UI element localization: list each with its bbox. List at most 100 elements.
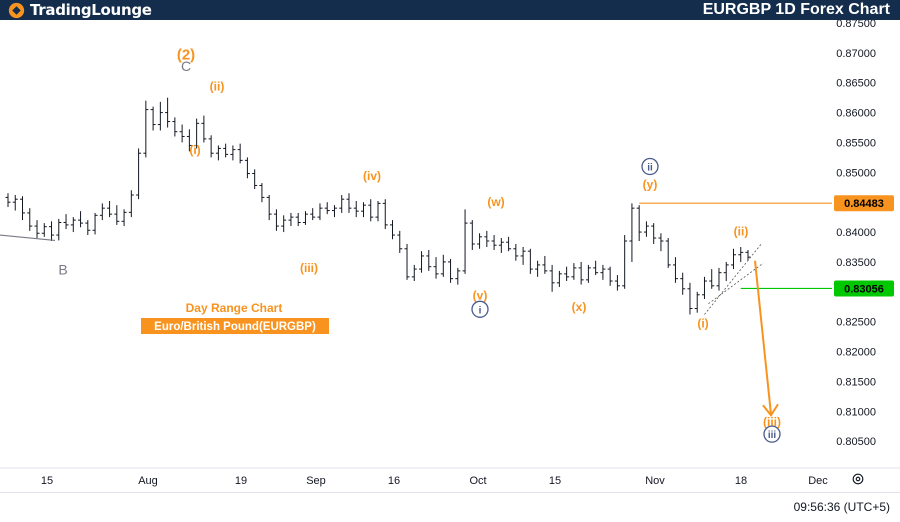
candle <box>730 248 736 270</box>
candle <box>404 244 410 280</box>
candle <box>99 203 105 221</box>
price-label-box <box>834 280 894 297</box>
candle <box>128 190 134 218</box>
candle <box>636 205 642 242</box>
candle <box>165 97 171 128</box>
candle <box>56 218 62 241</box>
candle <box>121 209 127 227</box>
candle <box>63 214 69 230</box>
candle <box>716 267 722 291</box>
wave-ii-channel <box>704 243 764 315</box>
candle <box>382 199 388 230</box>
candle <box>651 223 657 244</box>
candle <box>368 199 374 222</box>
price-axis-background <box>832 20 900 468</box>
wave-label: (x) <box>572 300 587 314</box>
candle <box>607 266 613 286</box>
candle <box>252 169 258 190</box>
candle <box>317 203 323 221</box>
candle <box>157 101 163 131</box>
wave-label: B <box>58 261 67 277</box>
settings-gear-icon[interactable] <box>851 472 865 486</box>
candle <box>20 196 26 221</box>
candle <box>411 264 417 282</box>
wave-label-circled: iii <box>763 425 781 443</box>
candle <box>201 115 207 143</box>
candle <box>629 203 635 262</box>
price-label-text: 0.83056 <box>844 283 884 295</box>
info-box <box>141 318 329 334</box>
x-tick-label: Dec <box>808 475 828 487</box>
candle <box>172 117 178 137</box>
candle <box>194 118 200 149</box>
channel-lower-line <box>708 262 764 305</box>
wave-label: (ii) <box>210 79 225 93</box>
y-tick-label: 0.84000 <box>836 227 876 239</box>
candle <box>12 195 18 211</box>
candle <box>41 223 47 237</box>
candle <box>324 202 330 215</box>
y-tick-label: 0.80500 <box>836 436 876 448</box>
y-tick-label: 0.87000 <box>836 48 876 60</box>
candle <box>244 157 250 179</box>
candle <box>701 276 707 299</box>
wave-label: C <box>181 58 191 74</box>
candle <box>237 143 243 164</box>
candle <box>556 270 562 288</box>
candle <box>672 257 678 283</box>
candle <box>542 255 548 274</box>
candle <box>709 269 715 289</box>
candle <box>259 183 265 203</box>
candle <box>535 260 541 277</box>
candle <box>622 235 628 289</box>
x-tick-label: Oct <box>469 475 486 487</box>
y-tick-label: 0.86500 <box>836 78 876 90</box>
candle <box>419 251 425 273</box>
candle <box>723 261 729 282</box>
candle <box>455 267 461 285</box>
candle <box>70 217 76 233</box>
time-display: 09:56:36 (UTC+5) <box>793 500 890 514</box>
candle <box>310 208 316 221</box>
price-chart[interactable]: (2)C B (i) (ii) (iii) (iv) (w) (v) i (x) ii (y) (ii)… <box>0 20 900 492</box>
candle <box>390 220 396 240</box>
candle <box>5 193 11 207</box>
candle <box>397 230 403 253</box>
wave-label-text: i <box>479 305 482 316</box>
bottom-divider <box>0 492 900 493</box>
y-tick-label: 0.81500 <box>836 376 876 388</box>
x-tick-label: 19 <box>235 475 247 487</box>
candle <box>353 200 359 218</box>
wave-b-line <box>0 234 56 242</box>
price-label-box <box>834 195 894 212</box>
candle <box>484 230 490 247</box>
x-tick-label: Aug <box>138 475 158 487</box>
candle <box>360 202 366 218</box>
candle <box>426 249 432 271</box>
wave-label: (iv) <box>363 169 381 183</box>
chart-background <box>0 20 900 492</box>
wave-label-text: ii <box>647 163 653 174</box>
wave-label-circle <box>763 425 781 443</box>
candle <box>27 208 33 231</box>
y-tick-label: 0.87500 <box>836 20 876 30</box>
candle <box>585 264 591 283</box>
candle <box>462 209 468 274</box>
wave-label: (i) <box>697 317 708 331</box>
candle <box>658 233 664 252</box>
candle <box>34 220 40 239</box>
y-tick-label: 0.85000 <box>836 167 876 179</box>
candle <box>375 200 381 222</box>
candle <box>179 124 185 143</box>
projection-arrow-line <box>754 260 772 415</box>
wave-label-text: iii <box>768 430 777 441</box>
y-tick-label: 0.81000 <box>836 406 876 418</box>
candle <box>107 200 113 218</box>
wave-label: (iii) <box>300 261 318 275</box>
info-title: Day Range Chart <box>186 301 283 315</box>
candle <box>433 257 439 279</box>
price-label: 0.83056 <box>834 280 894 297</box>
candle <box>665 238 671 268</box>
candle <box>266 195 272 221</box>
candle <box>223 143 229 158</box>
